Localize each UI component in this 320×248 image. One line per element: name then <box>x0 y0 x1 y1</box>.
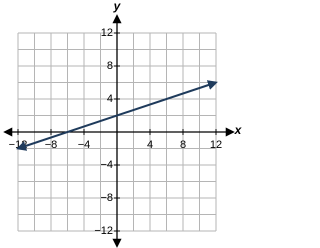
y-tick-label: 8 <box>107 60 113 72</box>
x-axis-label: x <box>234 123 243 137</box>
y-tick-label: 4 <box>107 93 113 105</box>
y-axis-label: y <box>113 0 122 13</box>
x-tick-label: 12 <box>210 139 222 151</box>
x-tick-label: 8 <box>180 139 186 151</box>
y-tick-label: −8 <box>100 192 113 204</box>
y-tick-label: −12 <box>94 225 113 237</box>
x-tick-label: −12 <box>9 139 28 151</box>
line <box>16 80 218 151</box>
chart: x y −12 −8 −4 4 8 12 −12 −8 −4 4 8 12 <box>3 0 243 248</box>
x-tick-label: −8 <box>45 139 58 151</box>
y-tick-label: −4 <box>100 159 113 171</box>
x-tick-label: −4 <box>78 139 91 151</box>
x-tick-label: 4 <box>147 139 153 151</box>
y-tick-label: 12 <box>101 27 113 39</box>
